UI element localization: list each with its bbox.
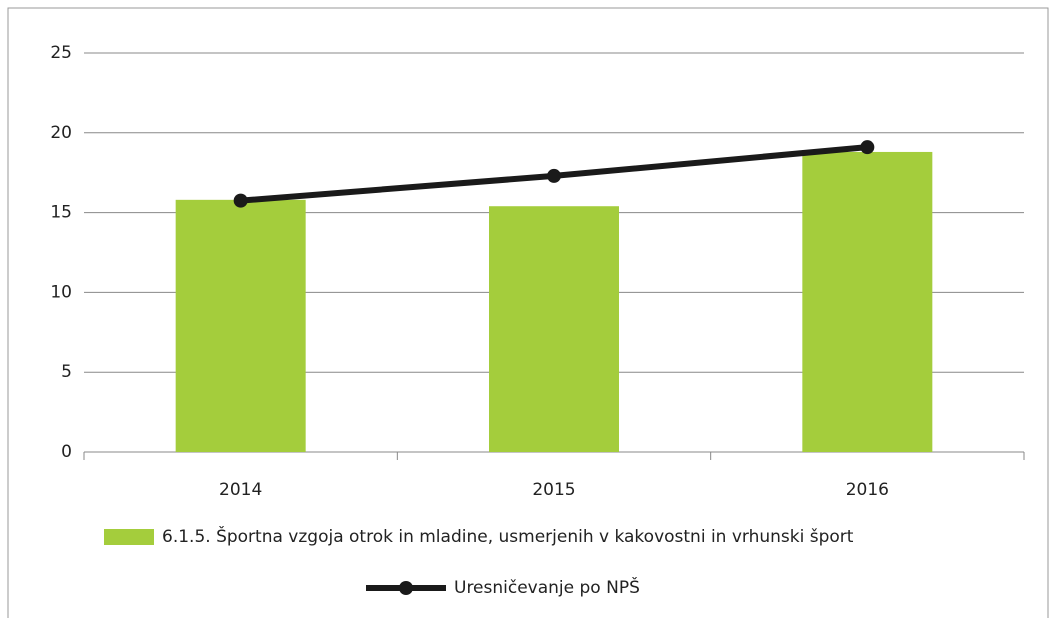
bar: [802, 151, 933, 452]
line-marker: [860, 140, 875, 155]
legend-label: 6.1.5. Športna vzgoja otrok in mladine, …: [162, 525, 854, 547]
bar: [175, 199, 306, 452]
legend-label: Uresničevanje po NPŠ: [454, 576, 640, 598]
chart-border: [7, 7, 1049, 618]
x-tick-label: 2015: [532, 480, 575, 500]
y-tick-label: 0: [61, 442, 72, 462]
x-tick-label: 2016: [846, 480, 889, 500]
bar: [489, 206, 619, 452]
y-tick-label: 15: [50, 203, 72, 223]
legend-marker: [399, 581, 413, 595]
y-tick-label: 5: [61, 362, 72, 382]
line-marker: [547, 168, 561, 183]
y-tick-label: 25: [50, 43, 72, 63]
y-tick-label: 10: [50, 282, 72, 302]
line-marker: [233, 193, 248, 208]
x-tick-label: 2014: [219, 480, 262, 500]
y-tick-label: 20: [50, 123, 72, 143]
legend-swatch: [104, 529, 154, 545]
